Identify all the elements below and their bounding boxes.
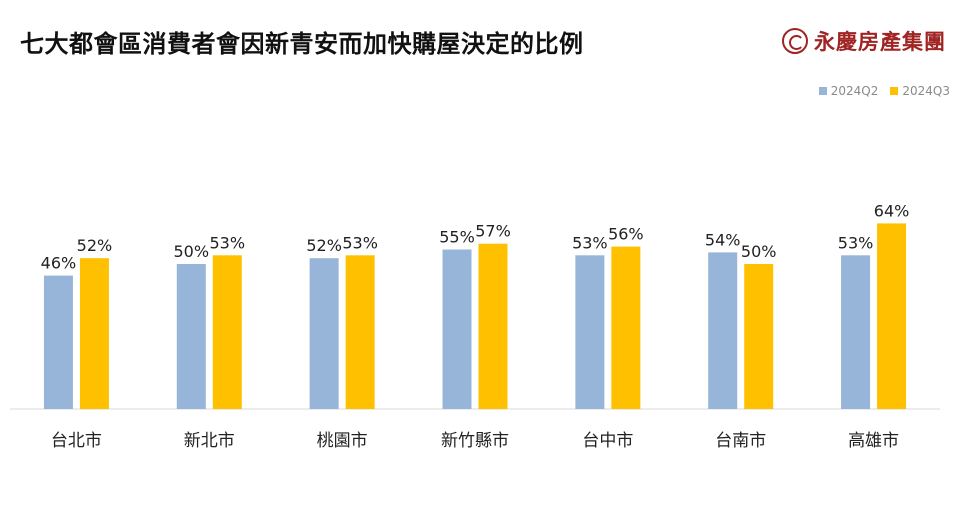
bar-2024Q3-高雄市 [877,223,907,409]
legend-item-q3: 2024Q3 [890,84,950,98]
bar-2024Q3-台中市 [611,246,641,409]
legend-item-q2: 2024Q2 [818,84,879,98]
bar-2024Q2-新北市 [176,264,206,409]
bar-2024Q3-新竹縣市 [478,243,508,409]
data-label-2024Q3-台北市: 52% [77,236,113,255]
chart-legend: 2024Q2 2024Q3 [807,84,950,98]
x-tick-label: 高雄市 [848,431,899,451]
x-tick-label: 桃園市 [317,431,368,451]
data-label-2024Q2-新竹縣市: 55% [439,228,475,247]
bar-2024Q3-新北市 [212,255,242,409]
data-label-2024Q2-高雄市: 53% [838,233,874,252]
data-label-2024Q2-新北市: 50% [174,242,210,261]
bar-2024Q2-台南市 [708,252,738,409]
chart-title: 七大都會區消費者會因新青安而加快購屋決定的比例 [20,30,584,58]
bar-2024Q2-桃園市 [309,258,339,409]
bar-2024Q2-新竹縣市 [442,249,472,409]
bar-2024Q3-台南市 [744,264,774,409]
data-label-2024Q3-台中市: 56% [608,225,644,244]
data-label-2024Q3-台南市: 50% [741,242,777,261]
legend-swatch-q3 [890,87,899,95]
x-tick-label: 台中市 [582,431,633,451]
bar-2024Q3-台北市 [79,258,109,409]
bar-2024Q2-台中市 [575,255,605,409]
data-label-2024Q2-台南市: 54% [705,230,741,249]
data-label-2024Q2-台北市: 46% [41,254,77,273]
legend-label-q2: 2024Q2 [830,84,879,98]
yungching-logo-icon [782,28,808,54]
x-tick-label: 台北市 [51,431,102,451]
brand-name: 永慶房產集團 [814,30,946,54]
x-tick-label: 新竹縣市 [441,431,509,451]
bar-2024Q2-台北市 [43,275,73,409]
brand-logo: 永慶房產集團 [782,26,946,56]
data-label-2024Q2-台中市: 53% [572,233,608,252]
data-label-2024Q2-桃園市: 52% [306,236,342,255]
x-tick-label: 新北市 [184,431,235,451]
data-label-2024Q3-新北市: 53% [210,233,246,252]
x-tick-label: 台南市 [715,431,766,451]
legend-swatch-q2 [818,87,827,95]
legend-label-q3: 2024Q3 [902,84,950,98]
data-label-2024Q3-桃園市: 53% [342,233,378,252]
data-label-2024Q3-高雄市: 64% [874,201,910,220]
data-label-2024Q3-新竹縣市: 57% [475,222,511,241]
bar-2024Q2-高雄市 [841,255,871,409]
bar-2024Q3-桃園市 [345,255,375,409]
